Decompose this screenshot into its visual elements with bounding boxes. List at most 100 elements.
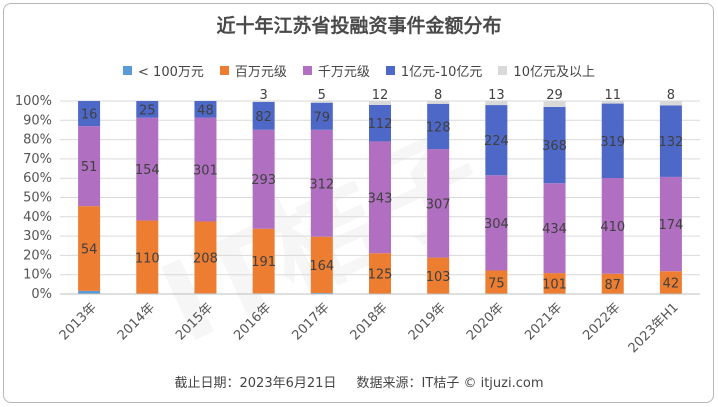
data-label: 434 xyxy=(542,222,567,237)
legend-item: 千万元级 xyxy=(302,61,370,80)
y-tick-label: 40% xyxy=(23,210,52,225)
bar-segment xyxy=(485,270,508,294)
data-label: 208 xyxy=(193,251,218,266)
data-label: 174 xyxy=(658,218,683,233)
data-label: 293 xyxy=(251,173,276,188)
bar-segment xyxy=(543,183,566,274)
x-tick-label: 2015年 xyxy=(173,300,216,343)
legend-item: 1亿元-10亿元 xyxy=(385,61,483,80)
data-label: 12 xyxy=(372,88,389,103)
data-label: 101 xyxy=(542,278,567,293)
bar-segment xyxy=(136,101,159,118)
bar-segment xyxy=(485,175,508,271)
data-label: 164 xyxy=(309,259,334,274)
bar-segment xyxy=(543,273,566,294)
bar-segment xyxy=(369,101,391,105)
y-tick-label: 100% xyxy=(15,94,52,109)
legend-swatch xyxy=(302,65,312,75)
bar-segment xyxy=(78,101,101,127)
bar-segment xyxy=(136,117,159,221)
y-tick-label: 30% xyxy=(23,229,52,244)
data-label: 48 xyxy=(197,103,214,118)
bar-segment xyxy=(601,101,624,104)
data-label: 112 xyxy=(368,117,393,132)
data-label: 312 xyxy=(309,177,334,192)
bar-segment xyxy=(659,105,682,177)
bar-segment xyxy=(78,290,101,294)
data-label: 8 xyxy=(667,88,675,103)
bar-segment xyxy=(427,103,450,150)
bar-segment xyxy=(194,117,217,222)
data-label: 132 xyxy=(658,135,683,150)
bar-segment xyxy=(659,271,682,294)
x-tick-label: 2018年 xyxy=(348,300,391,343)
bar-segment xyxy=(427,257,450,294)
bar-segment xyxy=(194,221,217,294)
bar-segment xyxy=(78,206,101,291)
chart-frame xyxy=(3,3,714,403)
bar-segment xyxy=(310,236,333,293)
footer-date: 截止日期：2023年6月21日 xyxy=(174,376,337,391)
bar-segment xyxy=(427,101,450,104)
data-label: 75 xyxy=(488,276,505,291)
data-label: 154 xyxy=(135,163,160,178)
stacked-bar-chart: 0% 10% 20% 30% 40% 50% 60% 70% 80% 90% 100% 54 51 16 2… xyxy=(15,88,700,356)
y-tick-label: 60% xyxy=(23,171,52,186)
bar-segment xyxy=(252,129,275,229)
data-label: 307 xyxy=(426,197,451,212)
bar-segment xyxy=(659,176,682,272)
data-label: 42 xyxy=(663,277,680,292)
chart-title: 近十年江苏省投融资事件金额分布 xyxy=(216,15,502,37)
bar-segment xyxy=(601,178,624,274)
y-tick-label: 90% xyxy=(23,113,52,128)
footer-source: 数据来源：IT桔子 © itjuzi.com xyxy=(356,376,544,391)
data-label: 11 xyxy=(604,88,621,103)
data-label: 5 xyxy=(318,88,326,103)
bar-segment xyxy=(136,220,159,294)
legend-item: 10亿元及以上 xyxy=(498,61,595,80)
y-tick-label: 80% xyxy=(23,133,52,148)
x-tick-label: 2017年 xyxy=(289,300,332,343)
data-label: 29 xyxy=(546,88,563,103)
legend-label: 1亿元-10亿元 xyxy=(400,64,483,80)
legend-swatch xyxy=(219,65,229,75)
x-tick-label: 2022年 xyxy=(580,300,623,343)
x-tick-label: 2019年 xyxy=(406,300,449,343)
bar-segment xyxy=(194,101,217,118)
data-label: 51 xyxy=(81,160,98,175)
x-tick-label: 2016年 xyxy=(231,300,274,343)
legend-item: < 100万元 xyxy=(123,61,204,80)
data-label: 110 xyxy=(135,251,160,266)
bar-segment xyxy=(601,273,624,294)
y-tick-label: 0% xyxy=(31,287,52,302)
bar-segment xyxy=(310,102,333,130)
legend-swatch xyxy=(498,65,508,75)
bar-segment xyxy=(310,129,333,237)
bar-segment xyxy=(659,101,682,106)
data-label: 128 xyxy=(426,120,451,135)
bar-segment xyxy=(485,101,508,106)
x-tick-label: 2023年H1 xyxy=(626,300,682,356)
data-label: 368 xyxy=(542,139,567,154)
bar-segment xyxy=(369,104,391,142)
bar-segment xyxy=(369,253,391,294)
x-tick-label: 2021年 xyxy=(522,300,565,343)
data-label: 224 xyxy=(484,134,509,149)
y-tick-label: 50% xyxy=(23,191,52,206)
bar-segment xyxy=(369,141,391,254)
bar-segment xyxy=(601,103,624,179)
legend: < 100万元 百万元级 千万元级 1亿元-10亿元 10亿元及以上 xyxy=(0,60,718,80)
y-tick-label: 10% xyxy=(23,268,52,283)
bar-segment xyxy=(78,126,101,207)
y-tick-label: 70% xyxy=(23,152,52,167)
legend-label: 10亿元及以上 xyxy=(513,64,595,80)
data-label: 103 xyxy=(426,270,451,285)
bar-segment xyxy=(310,101,333,103)
bar-segment xyxy=(543,107,566,184)
bar-segment xyxy=(543,101,566,108)
bar-segment xyxy=(310,292,333,294)
bar-segment xyxy=(252,102,275,130)
data-label: 13 xyxy=(488,88,505,103)
data-label: 79 xyxy=(314,110,331,125)
x-tick-label: 2014年 xyxy=(115,300,158,343)
